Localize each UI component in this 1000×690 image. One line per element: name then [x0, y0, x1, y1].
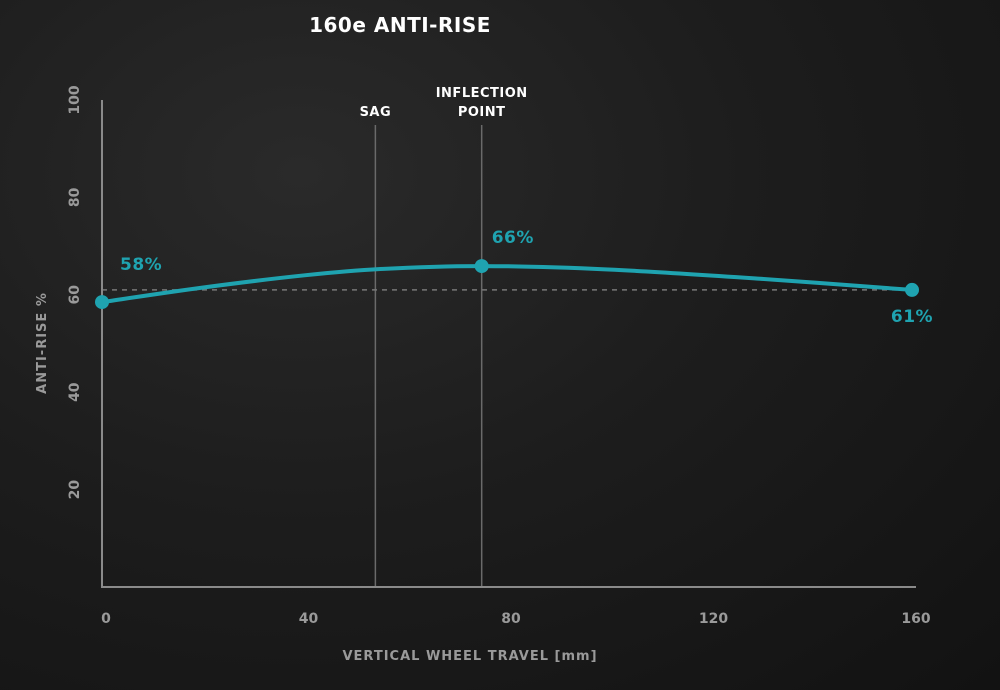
data-point [474, 259, 489, 274]
marker-label: SAG [360, 105, 392, 120]
x-tick-label: 160 [901, 611, 930, 627]
x-axis-title: VERTICAL WHEEL TRAVEL [mm] [342, 649, 597, 664]
marker-lines: SAG INFLECTION POINT [360, 86, 528, 587]
y-axis-title: ANTI-RISE % [35, 292, 50, 394]
x-tick-label: 80 [501, 611, 521, 627]
data-points: 58% 66% 61% [95, 228, 933, 327]
x-tick-label: 0 [101, 611, 111, 627]
x-tick-label: 120 [699, 611, 728, 627]
chart-title: 160e ANTI-RISE [309, 13, 491, 37]
data-point [95, 295, 109, 310]
y-tick-label: 80 [67, 187, 83, 207]
marker-label: INFLECTION [436, 86, 528, 101]
data-label: 66% [492, 228, 534, 248]
x-tick-label: 40 [299, 611, 319, 627]
series-layer [100, 264, 914, 305]
data-label: 61% [891, 307, 933, 327]
data-label: 58% [120, 255, 162, 275]
marker-label: POINT [458, 105, 506, 120]
tick-labels: 0 40 80 120 160 20 40 60 80 100 [67, 85, 931, 627]
data-point [905, 282, 919, 297]
y-tick-label: 20 [67, 480, 83, 500]
y-tick-label: 40 [67, 382, 83, 402]
y-tick-label: 100 [67, 85, 83, 114]
series-line [100, 264, 914, 305]
y-tick-label: 60 [67, 285, 83, 305]
axes [101, 100, 916, 588]
